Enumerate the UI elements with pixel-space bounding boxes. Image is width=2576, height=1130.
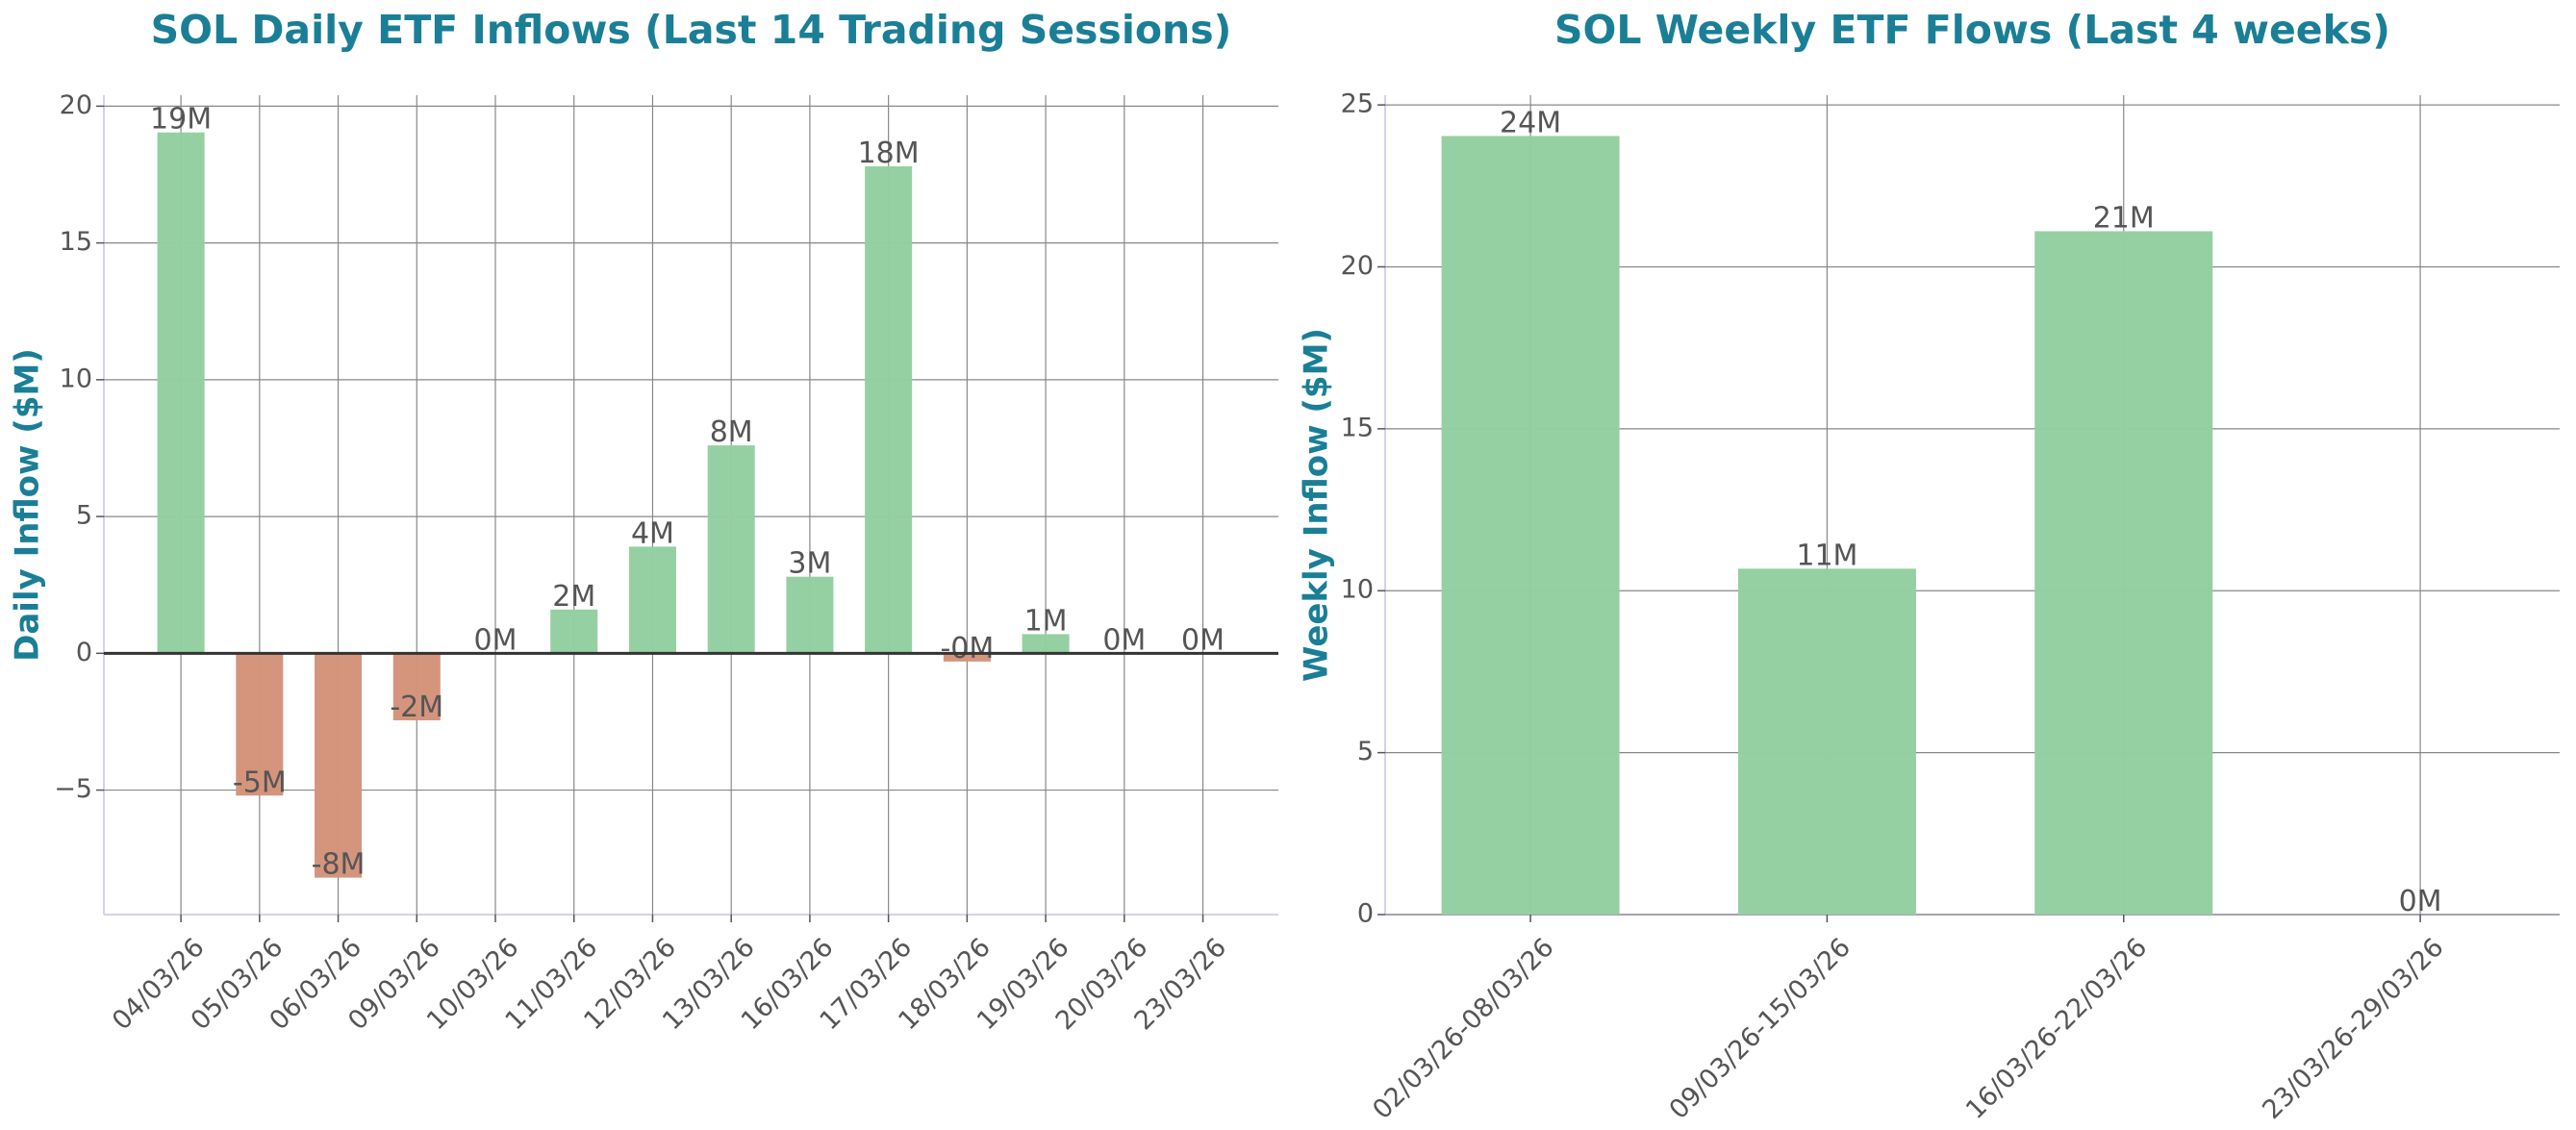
bar	[1737, 568, 1916, 915]
bar	[628, 546, 676, 654]
y-tick-label: 25	[1341, 89, 1374, 119]
y-tick-label: 20	[1341, 251, 1374, 281]
y-tick-label: 0	[1357, 899, 1374, 929]
bar	[157, 132, 205, 654]
value-label: 1M	[1024, 604, 1068, 638]
x-tick-label: 23/03/26-29/03/26	[2257, 933, 2449, 1125]
value-label: 24M	[1500, 106, 1561, 139]
bar	[550, 609, 598, 654]
y-tick-label: 10	[1341, 575, 1374, 605]
bar	[392, 653, 441, 721]
x-tick-label: 09/03/26-15/03/26	[1664, 933, 1856, 1125]
value-label: 21M	[2093, 201, 2155, 235]
y-tick-label: 15	[60, 227, 92, 257]
bar	[236, 653, 284, 796]
y-axis-label: Weekly Inflow ($M)	[1298, 328, 1336, 682]
bar	[315, 653, 363, 878]
bar	[865, 165, 913, 654]
value-label: 4M	[631, 516, 674, 550]
value-label: 0M	[1102, 623, 1146, 657]
value-label: 2M	[552, 580, 595, 614]
value-label: 11M	[1796, 539, 1857, 572]
value-label: 0M	[474, 623, 518, 657]
value-label: 18M	[858, 137, 920, 170]
y-tick-label: 15	[1341, 413, 1374, 442]
value-label: 3M	[788, 547, 831, 581]
chart-title: SOL Daily ETF Inflows (Last 14 Trading S…	[151, 7, 1232, 53]
bar	[786, 576, 834, 654]
value-label: -2M	[390, 691, 443, 724]
bar	[943, 653, 991, 662]
bar	[2034, 231, 2213, 916]
y-tick-label: −5	[54, 774, 92, 804]
value-label: -5M	[233, 766, 287, 799]
y-tick-label: 5	[76, 501, 92, 531]
value-label: 19M	[150, 103, 212, 137]
bar	[1441, 136, 1620, 915]
y-tick-label: 10	[60, 364, 92, 393]
value-label: -0M	[940, 632, 994, 665]
value-label: -8M	[312, 848, 366, 882]
x-tick-label: 02/03/26-08/03/26	[1367, 933, 1559, 1125]
y-axis-label: Daily Inflow ($M)	[9, 348, 47, 662]
y-tick-label: 5	[1357, 737, 1374, 766]
value-label: 8M	[710, 415, 753, 449]
value-label: 0M	[1181, 623, 1225, 657]
bar	[707, 445, 755, 654]
y-tick-label: 0	[76, 638, 92, 667]
y-tick-label: 20	[60, 90, 92, 120]
x-tick-label: 16/03/26-22/03/26	[1960, 933, 2153, 1125]
chart-title: SOL Weekly ETF Flows (Last 4 weeks)	[1554, 7, 2390, 53]
value-label: 0M	[2399, 885, 2442, 918]
bar	[1022, 634, 1070, 654]
